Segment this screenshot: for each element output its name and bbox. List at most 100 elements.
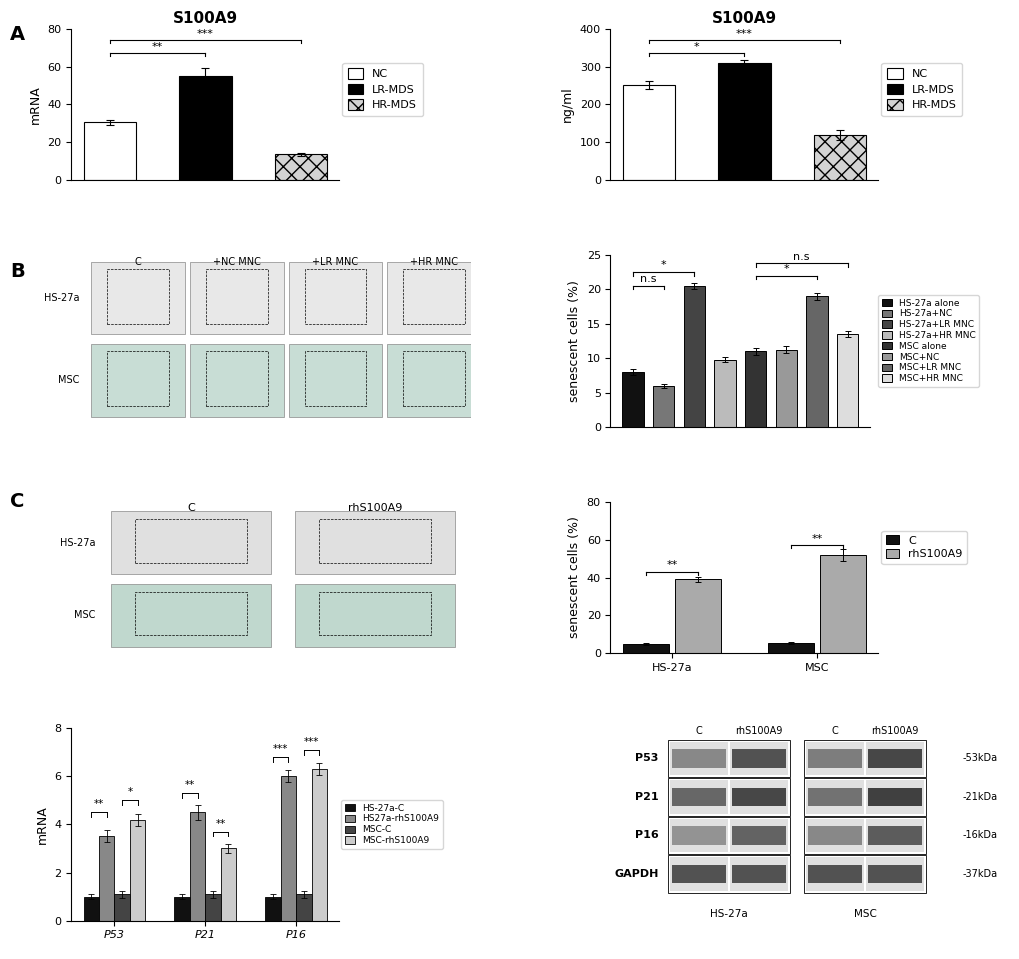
- Legend: C, rhS100A9: C, rhS100A9: [880, 530, 966, 564]
- Bar: [92, 344, 185, 416]
- Text: -37kDa: -37kDa: [962, 869, 997, 879]
- Text: n.s: n.s: [640, 274, 656, 284]
- Legend: HS-27a alone, HS-27a+NC, HS-27a+LR MNC, HS-27a+HR MNC, MSC alone, MSC+NC, MSC+LR: HS-27a alone, HS-27a+NC, HS-27a+LR MNC, …: [877, 295, 978, 386]
- Text: *: *: [693, 42, 699, 52]
- Text: *: *: [660, 261, 665, 270]
- Text: n.s: n.s: [793, 251, 809, 262]
- Bar: [403, 269, 465, 324]
- Text: C: C: [830, 726, 838, 736]
- Bar: [622, 84, 675, 180]
- Text: **: **: [184, 781, 195, 790]
- Y-axis label: ng/ml: ng/ml: [560, 86, 574, 122]
- Text: MSC: MSC: [58, 376, 79, 386]
- Bar: [288, 344, 382, 416]
- Text: HS-27a: HS-27a: [709, 909, 747, 919]
- Text: **: **: [152, 42, 163, 52]
- Text: P53: P53: [635, 754, 657, 763]
- Bar: [865, 741, 923, 775]
- Bar: [819, 555, 865, 653]
- Bar: [669, 741, 728, 775]
- Bar: [732, 865, 786, 883]
- Text: C: C: [187, 503, 195, 513]
- Title: S100A9: S100A9: [711, 12, 776, 26]
- Bar: [190, 344, 283, 416]
- Bar: [774, 350, 796, 427]
- Bar: [136, 592, 247, 635]
- Text: ***: ***: [736, 29, 752, 38]
- Bar: [803, 778, 925, 816]
- Bar: [732, 827, 786, 845]
- Text: C: C: [10, 492, 24, 511]
- Bar: [667, 855, 790, 893]
- Bar: [296, 894, 312, 921]
- Bar: [717, 62, 770, 180]
- Bar: [667, 817, 790, 854]
- Bar: [190, 262, 283, 334]
- Bar: [622, 643, 668, 653]
- Bar: [669, 780, 728, 814]
- Bar: [174, 897, 190, 921]
- Bar: [669, 819, 728, 853]
- Bar: [672, 865, 726, 883]
- Bar: [807, 827, 861, 845]
- Bar: [294, 511, 454, 574]
- Text: -16kDa: -16kDa: [962, 830, 997, 840]
- Text: ***: ***: [197, 29, 214, 38]
- Bar: [672, 787, 726, 807]
- Bar: [280, 776, 296, 921]
- Bar: [265, 897, 280, 921]
- Text: C: C: [135, 257, 142, 267]
- Bar: [111, 511, 271, 574]
- Text: *: *: [127, 787, 132, 798]
- Bar: [867, 865, 921, 883]
- Bar: [84, 897, 99, 921]
- Legend: NC, LR-MDS, HR-MDS: NC, LR-MDS, HR-MDS: [880, 62, 961, 116]
- Legend: HS-27a-C, HS27a-rhS100A9, MSC-C, MSC-rhS100A9: HS-27a-C, HS27a-rhS100A9, MSC-C, MSC-rhS…: [341, 800, 442, 849]
- Bar: [305, 351, 366, 407]
- Y-axis label: senescent cells (%): senescent cells (%): [568, 280, 581, 402]
- Text: *: *: [783, 264, 789, 274]
- Bar: [206, 351, 268, 407]
- Bar: [730, 741, 788, 775]
- Y-axis label: mRNA: mRNA: [36, 805, 49, 844]
- Bar: [865, 857, 923, 891]
- Text: A: A: [10, 25, 25, 44]
- Bar: [403, 351, 465, 407]
- Legend: NC, LR-MDS, HR-MDS: NC, LR-MDS, HR-MDS: [342, 62, 422, 116]
- Bar: [837, 334, 858, 427]
- Text: **: **: [215, 819, 225, 829]
- Text: HS-27a: HS-27a: [60, 538, 95, 548]
- Text: rhS100A9: rhS100A9: [347, 503, 401, 513]
- Text: GAPDH: GAPDH: [613, 869, 657, 879]
- Bar: [107, 269, 169, 324]
- Bar: [672, 827, 726, 845]
- Text: C: C: [695, 726, 702, 736]
- Bar: [312, 769, 327, 921]
- Bar: [807, 865, 861, 883]
- Text: +NC MNC: +NC MNC: [213, 257, 261, 267]
- Text: +LR MNC: +LR MNC: [312, 257, 359, 267]
- Text: -53kDa: -53kDa: [962, 754, 997, 763]
- Text: B: B: [10, 262, 24, 281]
- Bar: [220, 849, 236, 921]
- Bar: [813, 134, 865, 180]
- Bar: [622, 372, 643, 427]
- Text: MSC: MSC: [74, 610, 95, 620]
- Y-axis label: senescent cells (%): senescent cells (%): [568, 517, 581, 639]
- Text: HS-27a: HS-27a: [44, 293, 79, 303]
- Bar: [730, 780, 788, 814]
- Bar: [205, 894, 220, 921]
- Bar: [206, 269, 268, 324]
- Bar: [867, 827, 921, 845]
- Bar: [305, 269, 366, 324]
- Bar: [807, 787, 861, 807]
- Bar: [744, 351, 765, 427]
- Y-axis label: mRNA: mRNA: [29, 85, 42, 124]
- Text: **: **: [94, 800, 104, 809]
- Bar: [865, 819, 923, 853]
- Bar: [667, 778, 790, 816]
- Bar: [288, 262, 382, 334]
- Text: rhS100A9: rhS100A9: [735, 726, 783, 736]
- Title: S100A9: S100A9: [172, 12, 237, 26]
- Text: ***: ***: [304, 737, 319, 747]
